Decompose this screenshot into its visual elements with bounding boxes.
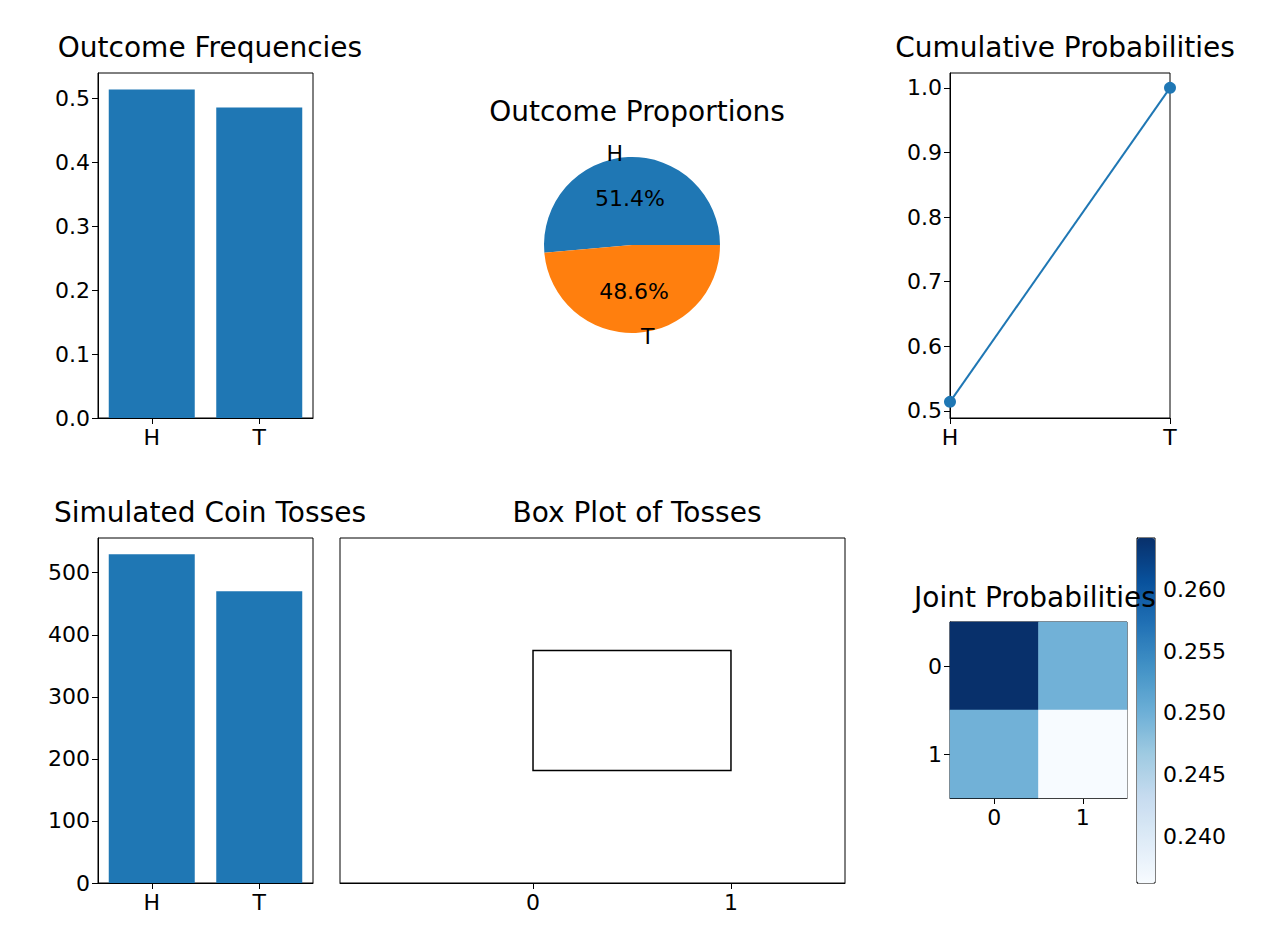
- svg-text:T: T: [1162, 425, 1177, 450]
- svg-text:0.8: 0.8: [907, 205, 942, 230]
- svg-text:0.4: 0.4: [55, 150, 90, 175]
- svg-text:0: 0: [928, 654, 942, 679]
- svg-text:1: 1: [928, 742, 942, 767]
- svg-text:T: T: [252, 890, 267, 915]
- svg-text:100: 100: [48, 808, 90, 833]
- svg-text:Box Plot of Tosses: Box Plot of Tosses: [513, 496, 762, 529]
- svg-text:200: 200: [48, 746, 90, 771]
- svg-text:400: 400: [48, 622, 90, 647]
- svg-text:0: 0: [76, 871, 90, 896]
- svg-text:0.5: 0.5: [55, 86, 90, 111]
- svg-text:0.9: 0.9: [907, 140, 942, 165]
- svg-text:0.1: 0.1: [55, 342, 90, 367]
- svg-text:0.7: 0.7: [907, 269, 942, 294]
- svg-text:48.6%: 48.6%: [599, 279, 669, 304]
- svg-text:0.240: 0.240: [1163, 824, 1226, 849]
- svg-text:Joint Probabilities: Joint Probabilities: [912, 581, 1156, 614]
- svg-text:T: T: [252, 425, 267, 450]
- svg-text:H: H: [942, 425, 959, 450]
- svg-text:H: H: [606, 141, 623, 166]
- svg-text:0.255: 0.255: [1163, 639, 1226, 664]
- svg-text:0.250: 0.250: [1163, 700, 1226, 725]
- svg-text:0.5: 0.5: [907, 398, 942, 423]
- svg-text:300: 300: [48, 684, 90, 709]
- svg-text:0.260: 0.260: [1163, 577, 1226, 602]
- svg-text:T: T: [640, 324, 655, 349]
- svg-text:0.3: 0.3: [55, 214, 90, 239]
- svg-text:51.4%: 51.4%: [595, 186, 665, 211]
- svg-text:0.2: 0.2: [55, 278, 90, 303]
- svg-text:0: 0: [987, 805, 1001, 830]
- svg-text:0.6: 0.6: [907, 334, 942, 359]
- svg-text:Outcome Frequencies: Outcome Frequencies: [58, 31, 362, 64]
- svg-text:500: 500: [48, 560, 90, 585]
- svg-text:Simulated Coin Tosses: Simulated Coin Tosses: [54, 496, 366, 529]
- svg-text:Outcome Proportions: Outcome Proportions: [489, 95, 785, 128]
- svg-text:H: H: [143, 890, 160, 915]
- svg-text:1.0: 1.0: [907, 75, 942, 100]
- svg-text:Cumulative Probabilities: Cumulative Probabilities: [895, 31, 1235, 64]
- svg-text:1: 1: [724, 890, 738, 915]
- svg-text:0.0: 0.0: [55, 406, 90, 431]
- svg-text:0.245: 0.245: [1163, 762, 1226, 787]
- svg-text:0: 0: [526, 890, 540, 915]
- svg-text:1: 1: [1076, 805, 1090, 830]
- svg-text:H: H: [143, 425, 160, 450]
